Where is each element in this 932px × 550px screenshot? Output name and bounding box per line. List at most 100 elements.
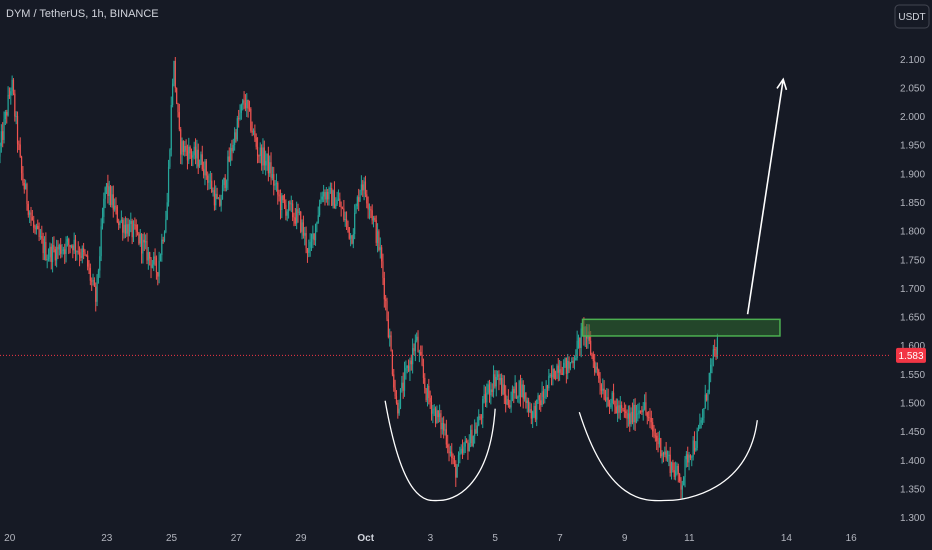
candle xyxy=(54,246,56,266)
candle xyxy=(238,109,240,128)
candle xyxy=(514,375,516,399)
candle xyxy=(561,366,563,375)
candle xyxy=(234,127,236,151)
candle xyxy=(265,150,267,176)
candle xyxy=(172,78,174,108)
price-axis[interactable]: 1.300 1.350 1.400 1.450 1.500 1.550 1.600 1.650… xyxy=(900,55,925,524)
candle xyxy=(256,137,259,164)
candle xyxy=(331,182,333,207)
candle xyxy=(161,233,163,262)
candle xyxy=(577,334,580,349)
candle xyxy=(564,357,566,368)
candle xyxy=(180,126,182,165)
candle xyxy=(510,391,512,413)
candle xyxy=(479,413,481,421)
candle xyxy=(660,437,662,459)
candle xyxy=(271,166,273,181)
candle xyxy=(267,146,269,182)
candle xyxy=(77,241,79,255)
time-axis-tick: 14 xyxy=(781,533,793,544)
candle xyxy=(16,111,19,153)
candle xyxy=(261,144,263,171)
cup-curve-left[interactable] xyxy=(384,400,496,502)
candle xyxy=(146,232,148,265)
candle xyxy=(437,410,439,423)
candle xyxy=(687,446,689,468)
candle xyxy=(289,200,291,211)
candle xyxy=(220,194,222,212)
candle xyxy=(461,439,464,460)
candle xyxy=(507,389,509,408)
candle xyxy=(358,188,360,212)
candle xyxy=(282,194,284,203)
candle xyxy=(429,390,431,409)
time-axis-tick: 29 xyxy=(295,533,307,544)
price-axis-tick: 1.650 xyxy=(900,313,925,324)
candle xyxy=(19,137,21,158)
candle xyxy=(548,369,550,391)
candle xyxy=(116,205,118,224)
candle xyxy=(385,294,387,311)
candle xyxy=(398,399,400,416)
breakout-arrow[interactable] xyxy=(746,77,788,315)
candle xyxy=(216,187,218,200)
candle xyxy=(684,456,686,488)
currency-button[interactable]: USDT xyxy=(894,4,930,29)
candle xyxy=(652,417,654,438)
candle xyxy=(115,197,117,215)
candle xyxy=(49,242,51,262)
candle xyxy=(228,147,230,163)
resistance-zone[interactable] xyxy=(581,318,781,337)
candle xyxy=(348,227,350,240)
candle xyxy=(114,198,116,212)
candle xyxy=(252,128,255,136)
candle xyxy=(494,370,496,389)
candle xyxy=(697,424,700,432)
candle xyxy=(343,199,345,222)
candle xyxy=(100,218,102,262)
candle xyxy=(416,332,418,343)
candle xyxy=(381,244,383,269)
candle xyxy=(321,191,323,203)
price-axis-tick: 1.900 xyxy=(900,169,925,180)
candle xyxy=(34,224,36,235)
candle xyxy=(648,411,650,422)
candle xyxy=(339,192,341,207)
candle xyxy=(239,104,241,121)
candle xyxy=(10,87,12,105)
candle xyxy=(123,218,125,239)
candle xyxy=(674,461,677,481)
time-axis-tick: 27 xyxy=(231,533,243,544)
candle xyxy=(255,133,257,150)
candle xyxy=(60,238,62,259)
candle xyxy=(270,152,272,185)
candle xyxy=(132,220,135,243)
candle xyxy=(634,398,636,432)
currency-button-label: USDT xyxy=(898,12,925,23)
candle xyxy=(227,150,229,190)
candle xyxy=(457,451,460,467)
candle xyxy=(163,230,166,243)
candle xyxy=(417,330,419,353)
candle xyxy=(200,151,202,166)
candle xyxy=(182,140,184,156)
candle xyxy=(250,107,252,133)
candle xyxy=(513,386,515,404)
cup-curve-right[interactable] xyxy=(578,411,758,502)
candle xyxy=(266,153,268,171)
candle xyxy=(542,386,545,405)
candle xyxy=(618,400,620,419)
candle xyxy=(56,239,58,268)
candle xyxy=(521,378,523,398)
candle xyxy=(599,372,601,395)
candle xyxy=(502,374,504,396)
time-axis[interactable]: 20 23 25 27 29 Oct 3 5 7 9 11 14 16 xyxy=(4,533,857,544)
candle xyxy=(414,334,416,362)
candle xyxy=(670,461,673,480)
candle xyxy=(184,140,186,157)
candle xyxy=(283,193,286,210)
candle xyxy=(176,87,178,105)
candle xyxy=(518,379,520,404)
candle xyxy=(345,211,348,231)
